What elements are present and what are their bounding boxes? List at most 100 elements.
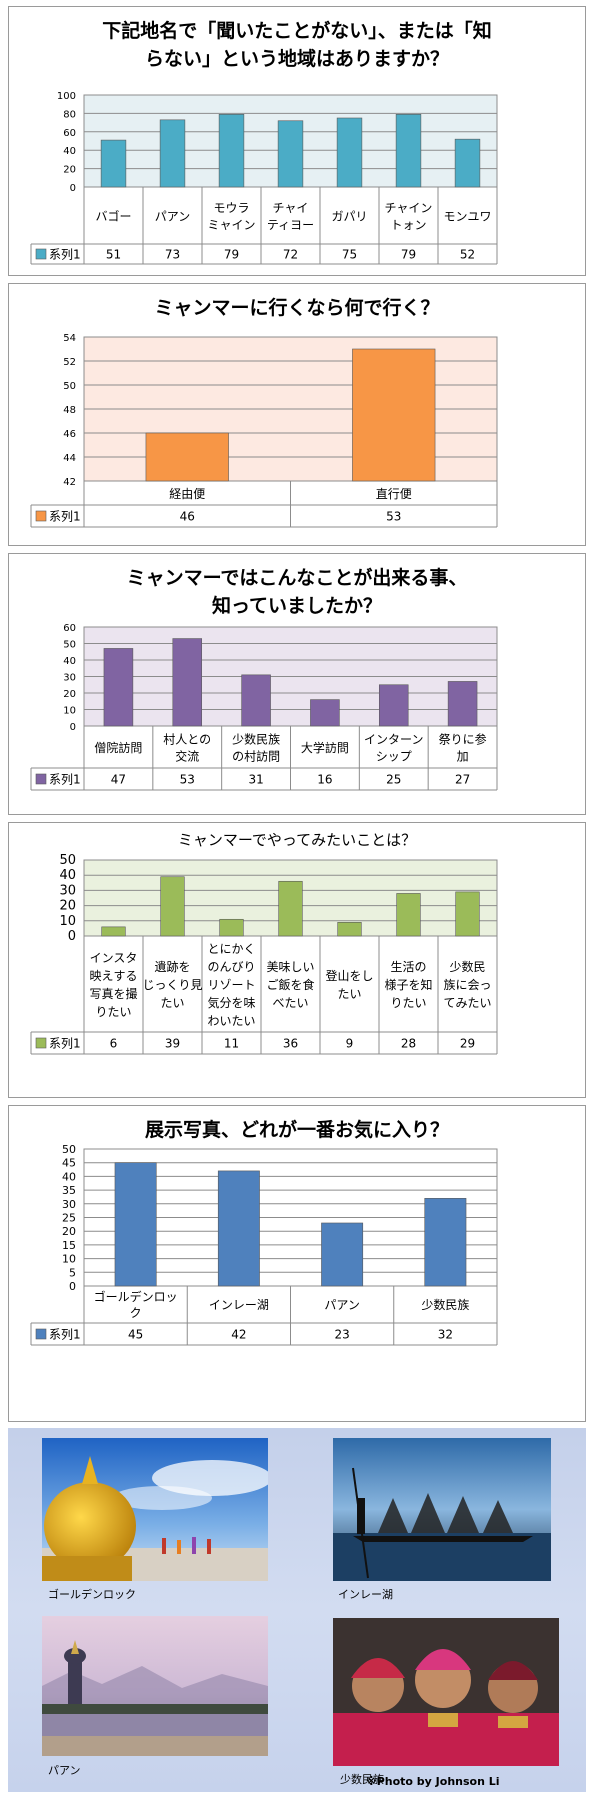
data-value: 39: [165, 1037, 180, 1051]
data-value: 73: [165, 248, 180, 262]
y-tick-label: 50: [63, 640, 76, 651]
bar: [395, 114, 422, 188]
series-name: 系列1: [49, 510, 81, 524]
category-label: 祭りに参: [439, 731, 487, 746]
data-value: 75: [342, 248, 357, 262]
y-tick-label: 0: [69, 1280, 76, 1293]
data-value: 53: [180, 773, 195, 787]
category-label: ク: [130, 1306, 142, 1320]
y-tick-label: 50: [62, 1143, 76, 1156]
data-value: 23: [334, 1328, 349, 1342]
bar: [337, 922, 362, 937]
category-label: 生活の: [390, 960, 426, 974]
bar: [114, 1162, 157, 1287]
bar: [159, 119, 186, 188]
category-label: 加: [457, 749, 469, 763]
y-tick-label: 60: [63, 623, 76, 634]
bar: [277, 120, 304, 188]
photo-hpa-an: [42, 1616, 268, 1756]
category-label: ゴールデンロッ: [94, 1289, 178, 1304]
category-label: チャイン: [385, 201, 433, 215]
category-label: べたい: [272, 996, 308, 1010]
chart-title-5-line-1: 展示写真、どれが一番お気に入り？: [144, 1119, 449, 1141]
data-value: 9: [346, 1037, 354, 1051]
chart-panel-2: ミャンマーに行くなら何で行く？ 42 44 46 48 50 52 54 経由便 直行便 系列1 4…: [8, 283, 586, 546]
chart-panel-5: 展示写真、どれが一番お気に入り？ 0 5 10 15 20 25 30 35 40 45 50 ゴール…: [8, 1105, 586, 1422]
chart-panel-3: ミャンマーではこんなことが出来る事、 知っていましたか？ 0 10 20 30 40 50…: [8, 553, 586, 815]
y-tick-label: 10: [62, 1253, 76, 1266]
category-label: インターン: [364, 732, 423, 746]
category-label: 様子を知: [384, 978, 432, 992]
bar: [378, 684, 409, 727]
category-label: ミャイン: [207, 218, 255, 232]
data-value: 51: [106, 248, 121, 262]
data-value: 16: [317, 773, 332, 787]
category-label: モウラ: [213, 201, 249, 215]
y-tick-label: 80: [63, 109, 76, 120]
category-label: の村訪問: [232, 748, 280, 763]
y-tick-label: 60: [63, 128, 76, 139]
category-label: 直行便: [376, 487, 412, 501]
bar: [321, 1222, 364, 1287]
bar: [103, 648, 134, 727]
category-label: 少数民: [449, 959, 485, 974]
bar: [352, 348, 436, 482]
category-label: わいたい: [207, 1014, 255, 1028]
series-name: 系列1: [49, 773, 81, 787]
y-tick-label: 48: [63, 405, 76, 416]
legend-key: [35, 773, 47, 785]
category-label: 大学訪問: [301, 740, 349, 755]
photo-gallery: ゴールデンロック インレー湖 パアン: [8, 1428, 586, 1792]
chart-panel-1: 下記地名で「聞いたことがない」、または「知 らない」という地域はありますか？ 0…: [8, 6, 586, 276]
bar: [310, 699, 340, 727]
legend-key: [35, 1328, 47, 1340]
legend-key: [35, 510, 47, 522]
category-label: じっくり見: [142, 978, 202, 992]
photo-golden-rock: [42, 1438, 268, 1581]
photo-ethnic-minorities: [333, 1618, 559, 1766]
chart-title-2-line-1: ミャンマーに行くなら何で行く？: [154, 297, 440, 319]
chart-title-5: 展示写真、どれが一番お気に入り？: [9, 1116, 585, 1144]
data-value: 47: [111, 773, 126, 787]
data-value: 79: [401, 248, 416, 262]
category-label: たい: [337, 987, 361, 1001]
y-tick-label: 35: [62, 1184, 76, 1197]
bar: [219, 918, 244, 937]
data-value: 31: [248, 773, 263, 787]
data-value: 52: [460, 248, 475, 262]
y-tick-label: 20: [62, 1225, 76, 1238]
bar: [145, 432, 229, 482]
photo-caption-ethnic-minorities: 少数民族: [340, 1773, 384, 1786]
data-value: 29: [460, 1037, 475, 1051]
y-tick-label: 52: [63, 357, 76, 368]
category-label: パアン: [324, 1298, 360, 1312]
chart-title-1-line-1: 下記地名で「聞いたことがない」、または「知: [102, 20, 492, 42]
legend-key: [35, 248, 47, 260]
category-label: バゴー: [95, 208, 131, 223]
bar: [172, 638, 203, 727]
category-label: のんびり: [207, 960, 255, 974]
chart-title-4: ミャンマーでやってみたいことは？: [9, 829, 585, 851]
data-value: 6: [110, 1037, 118, 1051]
y-tick-label: 0: [70, 722, 76, 733]
y-tick-label: 30: [62, 1198, 76, 1211]
series-name: 系列1: [49, 1037, 81, 1051]
category-label: モンユワ: [443, 209, 491, 223]
category-label: ご飯を食: [266, 977, 314, 992]
data-value: 45: [128, 1328, 143, 1342]
y-tick-label: 42: [63, 477, 76, 488]
data-value: 46: [180, 510, 195, 524]
bar: [241, 674, 271, 727]
category-label: 遺跡を: [154, 959, 190, 974]
category-label: インスタ: [90, 951, 138, 965]
category-label: パアン: [155, 209, 191, 223]
category-label: 経由便: [169, 487, 205, 501]
data-value: 32: [438, 1328, 453, 1342]
chart-title-3: ミャンマーではこんなことが出来る事、 知っていましたか？: [9, 564, 585, 620]
category-label: シップ: [376, 749, 412, 763]
bar: [160, 876, 185, 937]
series-name: 系列1: [49, 1328, 81, 1342]
chart-title-2: ミャンマーに行くなら何で行く？: [9, 294, 585, 322]
